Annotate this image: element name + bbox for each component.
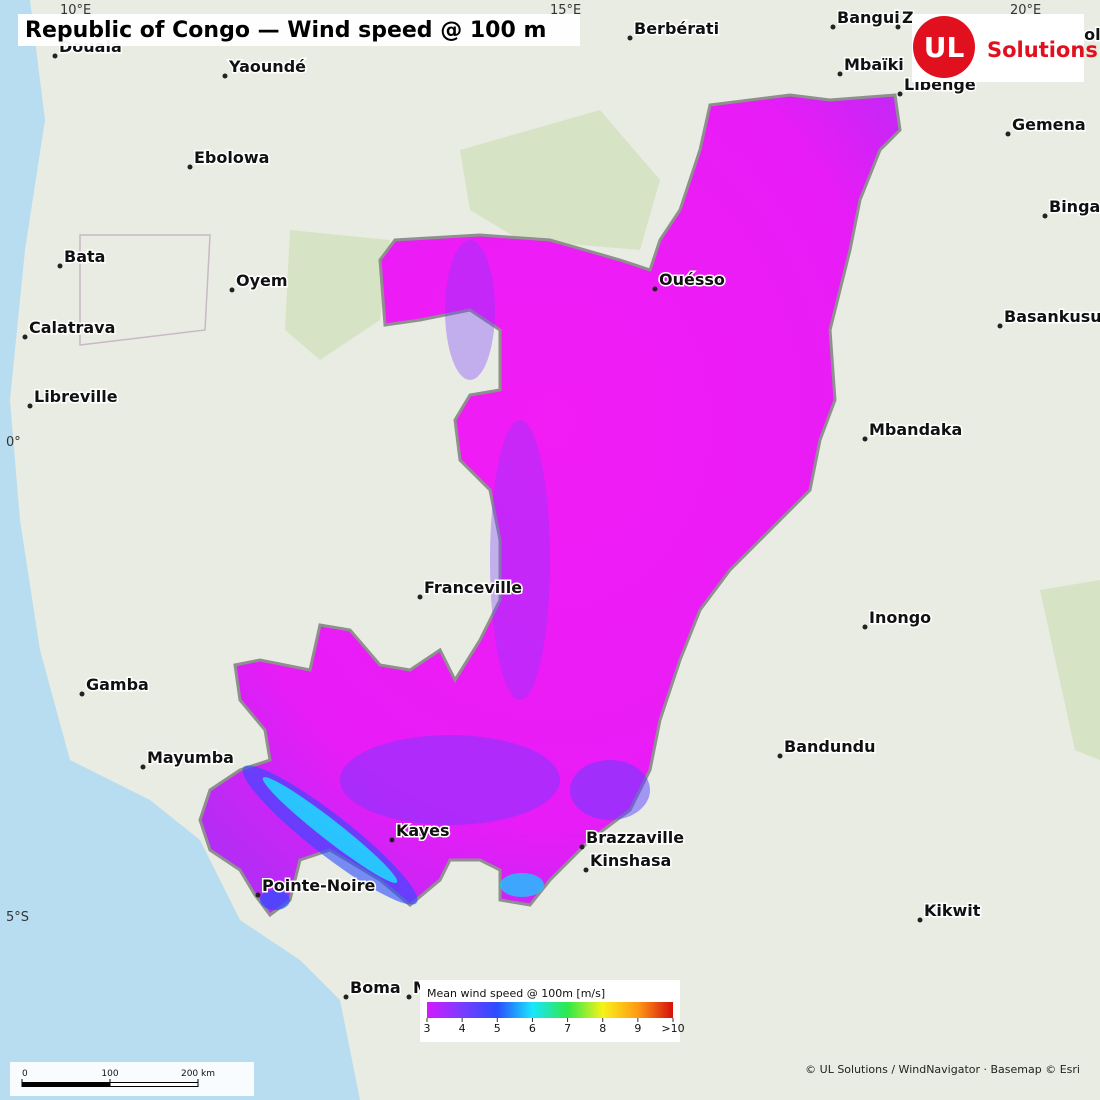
legend: Mean wind speed @ 100m [m/s] 3 4 5 6 7 8 9 >10 [420, 980, 685, 1042]
logo-text: Solutions [987, 38, 1098, 62]
place-label: Bandundu [784, 737, 875, 756]
legend-title: Mean wind speed @ 100m [m/s] [427, 987, 605, 1000]
legend-tick-label: >10 [661, 1022, 684, 1035]
place-dot [830, 24, 836, 30]
place-label: Gemena [1012, 115, 1086, 134]
place-dot [837, 71, 843, 77]
scale-label: 0 [22, 1069, 28, 1079]
attribution: © UL Solutions / WindNavigator · Basemap… [805, 1063, 1080, 1076]
place-label: Mayumba [147, 748, 234, 767]
legend-tick-label: 5 [494, 1022, 501, 1035]
legend-tick-label: 8 [599, 1022, 606, 1035]
place-label: Pointe-Noire [262, 876, 375, 895]
place-dot [917, 917, 923, 923]
place-label: Bata [64, 247, 105, 266]
place-dot [406, 994, 412, 1000]
logo-circle [913, 16, 975, 78]
place-label: Kayes [396, 821, 450, 840]
title-box [18, 14, 580, 46]
legend-tick-label: 3 [424, 1022, 431, 1035]
park [1040, 580, 1100, 760]
place-label: Ouésso [659, 270, 725, 289]
place-label: Bangui [837, 8, 900, 27]
place-dot [222, 73, 228, 79]
scale-box [10, 1062, 254, 1096]
place-dot [997, 323, 1003, 329]
place-dot [417, 594, 423, 600]
place-dot [579, 844, 585, 850]
ocean [0, 0, 360, 1100]
logo-mark: UL [924, 31, 965, 64]
place-dot [627, 35, 633, 41]
wind-zone [570, 760, 650, 820]
place-dot [52, 53, 58, 59]
legend-tick-label: 9 [634, 1022, 641, 1035]
place-dot [1042, 213, 1048, 219]
place-dot [140, 764, 146, 770]
scale-label: 100 [101, 1069, 118, 1079]
legend-tick-label: 6 [529, 1022, 536, 1035]
place-label: Boma [350, 978, 401, 997]
title: Republic of Congo — Wind speed @ 100 m [25, 18, 546, 43]
place-dot [389, 837, 395, 843]
place-label: Z [902, 8, 914, 27]
park [460, 110, 660, 250]
legend-tick-label: 7 [564, 1022, 571, 1035]
place-dot [862, 436, 868, 442]
wind-zone [445, 240, 495, 380]
place-label: Binga [1049, 197, 1100, 216]
wind-zone [260, 890, 290, 910]
place-dot [895, 24, 901, 30]
place-dot [27, 403, 33, 409]
place-label: Mbandaka [869, 420, 962, 439]
place-label: Brazzaville [586, 828, 684, 847]
place-dot [862, 624, 868, 630]
country-wind-raster [198, 93, 902, 918]
place-label: Mbaïki [844, 55, 904, 74]
place-label: Ebolowa [194, 148, 269, 167]
place-dot [583, 867, 589, 873]
wind-zone [500, 873, 544, 897]
place-label: Yaoundé [228, 57, 306, 76]
scale-bar: 0 100 200 km [10, 1062, 254, 1096]
place-label: Kinshasa [590, 851, 671, 870]
scale-label: 200 km [181, 1069, 215, 1079]
place-dot [57, 263, 63, 269]
place-label: Kikwit [924, 901, 981, 920]
wind-zone [340, 735, 560, 825]
wind-zone [490, 420, 550, 700]
border [79, 234, 211, 346]
place-label: Basankusu [1004, 307, 1100, 326]
place-label: Oyem [236, 271, 288, 290]
place-dot [1005, 131, 1011, 137]
scale-bar-half [110, 1083, 198, 1086]
place-label: Franceville [424, 578, 522, 597]
wind-zone [262, 777, 398, 883]
place-dot [652, 286, 658, 292]
place-label: Calatrava [29, 318, 115, 337]
place-dot [187, 164, 193, 170]
place-dot [22, 334, 28, 340]
legend-tick-label: 4 [459, 1022, 466, 1035]
place-dot [255, 892, 261, 898]
park [285, 230, 390, 360]
place-label: Berbérati [634, 19, 719, 38]
colorbar [427, 1002, 673, 1018]
lat-label: 5°S [6, 910, 29, 925]
lat-label: 0° [6, 435, 21, 450]
place-dot [229, 287, 235, 293]
place-label: Inongo [869, 608, 931, 627]
place-dot [343, 994, 349, 1000]
place-dot [897, 91, 903, 97]
place-dot [79, 691, 85, 697]
place-dot [777, 753, 783, 759]
place-label: Libreville [34, 387, 118, 406]
place-label: Gamba [86, 675, 149, 694]
